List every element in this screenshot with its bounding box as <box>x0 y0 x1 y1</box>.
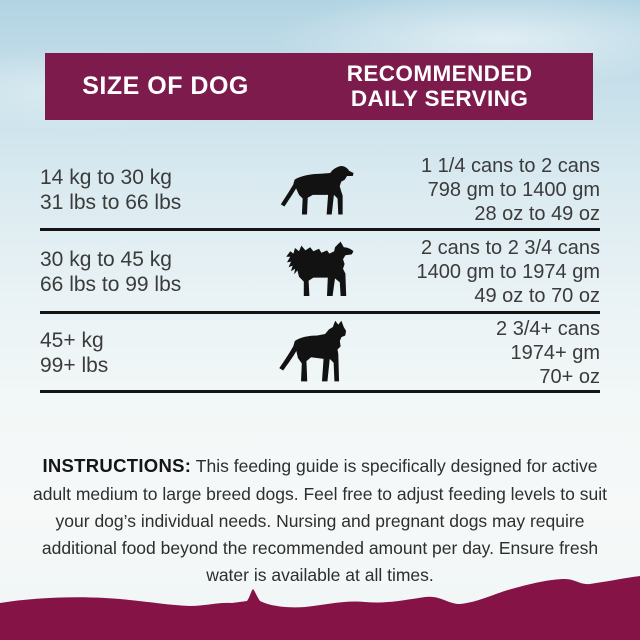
size-kg: 30 kg to 45 kg <box>40 248 172 271</box>
great-dane-dog-icon <box>272 320 358 386</box>
table-header: SIZE OF DOG RECOMMENDED DAILY SERVING <box>45 53 593 120</box>
size-range-medium: 14 kg to 30 kg 31 lbs to 66 lbs <box>40 165 252 215</box>
size-kg: 45+ kg <box>40 329 104 352</box>
serving-cans: 1 1/4 cans to 2 cans <box>420 155 600 177</box>
header-recommended-line1: RECOMMENDED <box>346 60 533 86</box>
serving-gm: 1400 gm to 1974 gm <box>416 261 600 283</box>
serving-range-giant: 2 3/4+ cans 1974+ gm 70+ oz <box>378 317 600 389</box>
serving-range-large: 2 cans to 2 3/4 cans 1400 gm to 1974 gm … <box>378 236 600 308</box>
labrador-dog-icon <box>275 162 355 219</box>
instructions-paragraph: INSTRUCTIONS: This feeding guide is spec… <box>30 452 610 589</box>
instructions-label: INSTRUCTIONS: <box>42 455 192 476</box>
serving-range-medium: 1 1/4 cans to 2 cans 798 gm to 1400 gm 2… <box>378 154 600 226</box>
size-kg: 14 kg to 30 kg <box>40 166 172 189</box>
row-divider <box>40 390 600 393</box>
serving-oz: 49 oz to 70 oz <box>474 285 600 307</box>
table-row: 45+ kg 99+ lbs 2 3/4+ cans 1974+ gm 70+ … <box>40 314 600 392</box>
table-row: 14 kg to 30 kg 31 lbs to 66 lbs 1 1/4 ca… <box>40 151 600 229</box>
header-size-of-dog: SIZE OF DOG <box>82 72 249 100</box>
mountain-wave-graphic <box>0 576 640 640</box>
size-lbs: 66 lbs to 99 lbs <box>40 273 182 296</box>
serving-cans: 2 3/4+ cans <box>496 318 600 340</box>
serving-oz: 70+ oz <box>539 366 600 388</box>
row-divider <box>40 228 600 231</box>
size-lbs: 99+ lbs <box>40 354 109 377</box>
size-range-giant: 45+ kg 99+ lbs <box>40 328 252 378</box>
header-recommended-line2: DAILY SERVING <box>350 85 529 111</box>
header-recommended-daily-serving: RECOMMENDED DAILY SERVING <box>286 60 593 112</box>
serving-oz: 28 oz to 49 oz <box>474 203 600 225</box>
instructions-body: This feeding guide is specifically desig… <box>33 456 607 586</box>
serving-gm: 1974+ gm <box>510 342 600 364</box>
serving-gm: 798 gm to 1400 gm <box>427 179 600 201</box>
size-range-large: 30 kg to 45 kg 66 lbs to 99 lbs <box>40 247 252 297</box>
serving-cans: 2 cans to 2 3/4 cans <box>420 237 600 259</box>
fluffy-dog-icon <box>271 240 359 304</box>
size-lbs: 31 lbs to 66 lbs <box>40 191 182 214</box>
row-divider <box>40 311 600 314</box>
table-row: 30 kg to 45 kg 66 lbs to 99 lbs 2 cans t… <box>40 233 600 311</box>
